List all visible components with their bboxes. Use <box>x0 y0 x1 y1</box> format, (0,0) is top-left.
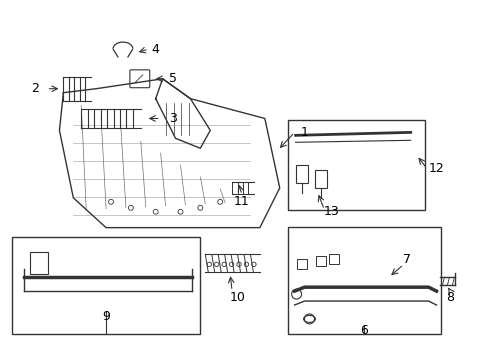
Text: 5: 5 <box>168 72 176 85</box>
Text: 11: 11 <box>234 195 249 208</box>
Bar <box>315 170 326 188</box>
Text: 10: 10 <box>230 291 245 303</box>
Text: 12: 12 <box>428 162 444 175</box>
Text: 9: 9 <box>102 310 110 323</box>
Text: 13: 13 <box>323 205 339 218</box>
Bar <box>30 252 47 274</box>
Bar <box>316 256 325 266</box>
Bar <box>287 121 424 210</box>
Text: 1: 1 <box>300 126 308 139</box>
Text: 6: 6 <box>359 324 367 337</box>
Text: 7: 7 <box>402 253 410 266</box>
Bar <box>12 237 200 334</box>
Bar <box>295 165 307 183</box>
Bar <box>296 260 306 269</box>
Text: 3: 3 <box>168 112 176 125</box>
Text: 8: 8 <box>446 291 453 303</box>
Text: 2: 2 <box>31 82 39 95</box>
Bar <box>328 255 339 264</box>
Bar <box>287 227 441 334</box>
Text: 4: 4 <box>151 42 159 55</box>
